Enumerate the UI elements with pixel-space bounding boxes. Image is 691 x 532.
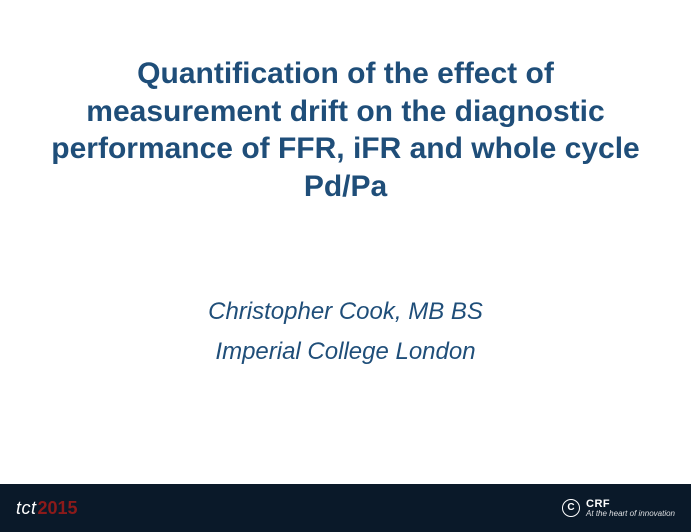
author-block: Christopher Cook, MB BS Imperial College… (40, 295, 651, 368)
footer-right-logo: C CRF At the heart of innovation (562, 498, 675, 519)
tct-logo-text: tct (16, 498, 37, 519)
author-name: Christopher Cook, MB BS (40, 295, 651, 329)
slide-title: Quantification of the effect of measurem… (40, 55, 651, 205)
tct-logo-year: 2015 (38, 498, 78, 519)
crf-text-block: CRF At the heart of innovation (586, 498, 675, 519)
crf-label: CRF (586, 498, 675, 510)
crf-tagline: At the heart of innovation (586, 510, 675, 519)
title-block: Quantification of the effect of measurem… (40, 55, 651, 205)
crf-circle-icon: C (562, 499, 580, 517)
crf-mark-letter: C (567, 502, 574, 513)
footer-bar: tct2015 C CRF At the heart of innovation (0, 484, 691, 532)
presentation-slide: Quantification of the effect of measurem… (0, 0, 691, 532)
author-affiliation: Imperial College London (40, 335, 651, 369)
footer-left-logo: tct2015 (16, 498, 78, 519)
